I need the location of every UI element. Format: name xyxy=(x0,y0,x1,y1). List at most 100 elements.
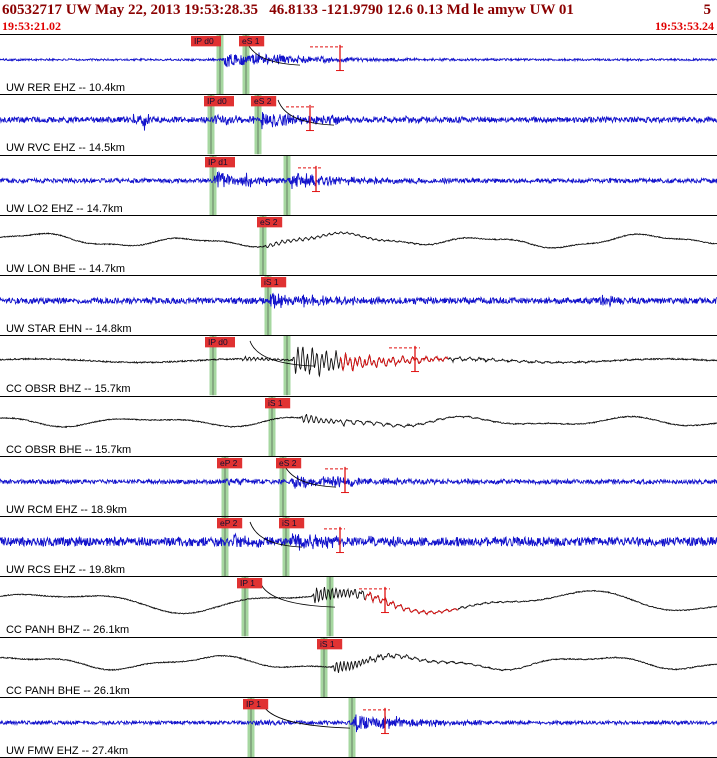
amplitude-marker[interactable] xyxy=(324,526,345,554)
phase-flag[interactable]: iS 1 xyxy=(279,518,305,529)
phase-flag[interactable]: IP d0 xyxy=(205,337,235,348)
phase-flag[interactable]: eP 2 xyxy=(217,518,243,529)
waveform-plot[interactable]: iS 1 CC PANH BHE -- 26.1km xyxy=(0,637,717,697)
event-header: 60532717 UW May 22, 2013 19:53:28.35 46.… xyxy=(0,0,717,19)
station-label: CC OBSR BHZ -- 15.7km xyxy=(6,383,131,395)
waveform-plot[interactable]: eP 2 eS 2 UW RCM EHZ -- 18.9km xyxy=(0,456,717,516)
phase-flag[interactable]: eS 2 xyxy=(251,96,277,107)
waveform-trace xyxy=(0,475,717,489)
station-label: UW STAR EHN -- 14.8km xyxy=(6,323,132,335)
amplitude-marker[interactable] xyxy=(363,707,390,734)
waveform-plot[interactable]: IP 1 CC PANH BHZ -- 26.1km xyxy=(0,577,717,637)
svg-text:IP 1: IP 1 xyxy=(240,578,255,588)
waveform-trace xyxy=(0,170,717,189)
phase-flag[interactable]: IP d1 xyxy=(205,156,235,167)
phase-flag[interactable]: iS 1 xyxy=(317,638,343,649)
station-label: UW LO2 EHZ -- 14.7km xyxy=(6,202,123,214)
waveform-plot[interactable]: iS 1 UW STAR EHN -- 14.8km xyxy=(0,276,717,336)
window-start-time: 19:53:21.02 xyxy=(2,19,61,33)
phase-flag[interactable]: iS 1 xyxy=(265,397,291,408)
trace-panel-1: IP d0 eS 1 UW RER EHZ -- 10.4km xyxy=(0,35,717,96)
waveform-plot[interactable]: eP 2 iS 1 UW RCS EHZ -- 19.8km xyxy=(0,517,717,577)
decay-curve xyxy=(277,100,335,126)
svg-text:eS 2: eS 2 xyxy=(254,96,272,106)
phase-flag[interactable]: eP 2 xyxy=(217,458,243,469)
amplitude-marker[interactable] xyxy=(359,587,390,614)
svg-text:IP d1: IP d1 xyxy=(208,156,228,166)
trace-panel-4: eS 2 UW LON BHE -- 14.7km xyxy=(0,215,717,276)
svg-text:IP d0: IP d0 xyxy=(194,36,214,46)
svg-text:eP 2: eP 2 xyxy=(220,518,238,528)
svg-text:IP 1: IP 1 xyxy=(246,699,261,709)
waveform-plot[interactable]: eS 2 UW LON BHE -- 14.7km xyxy=(0,215,717,275)
phase-flag[interactable]: eS 1 xyxy=(239,36,265,47)
trace-panel-9: eP 2 iS 1 UW RCS EHZ -- 19.8km xyxy=(0,517,717,578)
phase-flag[interactable]: eS 2 xyxy=(276,458,302,469)
svg-text:iS 1: iS 1 xyxy=(282,518,297,528)
waveform-trace xyxy=(0,532,717,551)
svg-text:eP 2: eP 2 xyxy=(220,458,238,468)
station-label: UW RVC EHZ -- 14.5km xyxy=(6,142,125,154)
decay-curve xyxy=(259,582,336,608)
svg-text:eS 1: eS 1 xyxy=(242,36,260,46)
amplitude-marker[interactable] xyxy=(286,105,315,132)
svg-text:eS 2: eS 2 xyxy=(260,217,278,227)
amplitude-marker[interactable] xyxy=(310,44,345,72)
waveform-plot[interactable]: iS 1 CC OBSR BHE -- 15.7km xyxy=(0,396,717,456)
station-label: UW RCM EHZ -- 18.9km xyxy=(6,504,127,516)
station-label: CC PANH BHE -- 26.1km xyxy=(6,684,130,696)
phase-flag[interactable]: eS 2 xyxy=(257,217,283,228)
svg-text:IP d0: IP d0 xyxy=(208,337,228,347)
phase-flag[interactable]: IP d0 xyxy=(204,96,234,107)
waveform-trace xyxy=(0,587,717,616)
svg-text:iS 1: iS 1 xyxy=(264,277,279,287)
svg-text:iS 1: iS 1 xyxy=(320,638,335,648)
header-count: 5 xyxy=(703,2,712,18)
amplitude-marker[interactable] xyxy=(389,346,420,373)
waveform-trace xyxy=(0,714,717,732)
trace-panel-7: iS 1 CC OBSR BHE -- 15.7km xyxy=(0,396,717,457)
amplitude-marker[interactable] xyxy=(298,165,321,192)
waveform-trace xyxy=(0,52,717,68)
waveform-trace xyxy=(0,413,717,428)
waveform-trace xyxy=(0,292,717,309)
waveform-plot[interactable]: IP d1 UW LO2 EHZ -- 14.7km xyxy=(0,155,717,215)
waveform-trace xyxy=(0,652,717,673)
trace-panel-10: IP 1 CC PANH BHZ -- 26.1km xyxy=(0,577,717,638)
station-label: UW LON BHE -- 14.7km xyxy=(6,263,125,275)
phase-flag[interactable]: IP 1 xyxy=(237,578,263,589)
svg-text:iS 1: iS 1 xyxy=(268,397,283,407)
window-end-time: 19:53:53.24 xyxy=(655,19,714,33)
decay-curve xyxy=(249,521,303,548)
decay-curve xyxy=(249,341,316,367)
time-window: 19:53:21.02 19:53:53.24 xyxy=(0,19,717,34)
svg-text:IP d0: IP d0 xyxy=(207,96,227,106)
event-summary: 60532717 UW May 22, 2013 19:53:28.35 46.… xyxy=(2,2,574,18)
amplitude-overlay xyxy=(364,591,459,616)
waveform-plot[interactable]: IP d0 eS 1 UW RER EHZ -- 10.4km xyxy=(0,35,717,95)
station-label: UW FMW EHZ -- 27.4km xyxy=(6,745,128,757)
station-label: UW RCS EHZ -- 19.8km xyxy=(6,564,125,576)
trace-panel-11: iS 1 CC PANH BHE -- 26.1km xyxy=(0,637,717,698)
trace-list: IP d0 eS 1 UW RER EHZ -- 10.4km IP d0 eS 2 UW… xyxy=(0,34,717,758)
trace-panel-5: iS 1 UW STAR EHN -- 14.8km xyxy=(0,276,717,337)
waveform-trace xyxy=(0,112,717,131)
phase-flag[interactable]: IP 1 xyxy=(243,699,269,710)
amplitude-marker[interactable] xyxy=(325,466,350,493)
trace-panel-6: IP d0 CC OBSR BHZ -- 15.7km xyxy=(0,336,717,397)
trace-panel-2: IP d0 eS 2 UW RVC EHZ -- 14.5km xyxy=(0,95,717,156)
waveform-trace xyxy=(0,231,717,249)
station-label: CC PANH BHZ -- 26.1km xyxy=(6,624,129,636)
waveform-plot[interactable]: IP d0 CC OBSR BHZ -- 15.7km xyxy=(0,336,717,396)
trace-panel-3: IP d1 UW LO2 EHZ -- 14.7km xyxy=(0,155,717,216)
station-label: UW RER EHZ -- 10.4km xyxy=(6,82,125,94)
svg-text:eS 2: eS 2 xyxy=(279,458,297,468)
phase-flag[interactable]: IP d0 xyxy=(191,36,221,47)
trace-panel-8: eP 2 eS 2 UW RCM EHZ -- 18.9km xyxy=(0,456,717,517)
trace-panel-12: IP 1 UW FMW EHZ -- 27.4km xyxy=(0,697,717,758)
waveform-plot[interactable]: IP 1 UW FMW EHZ -- 27.4km xyxy=(0,697,717,757)
station-label: CC OBSR BHE -- 15.7km xyxy=(6,443,131,455)
phase-flag[interactable]: iS 1 xyxy=(261,277,287,288)
waveform-plot[interactable]: IP d0 eS 2 UW RVC EHZ -- 14.5km xyxy=(0,95,717,155)
amplitude-overlay xyxy=(339,352,449,372)
